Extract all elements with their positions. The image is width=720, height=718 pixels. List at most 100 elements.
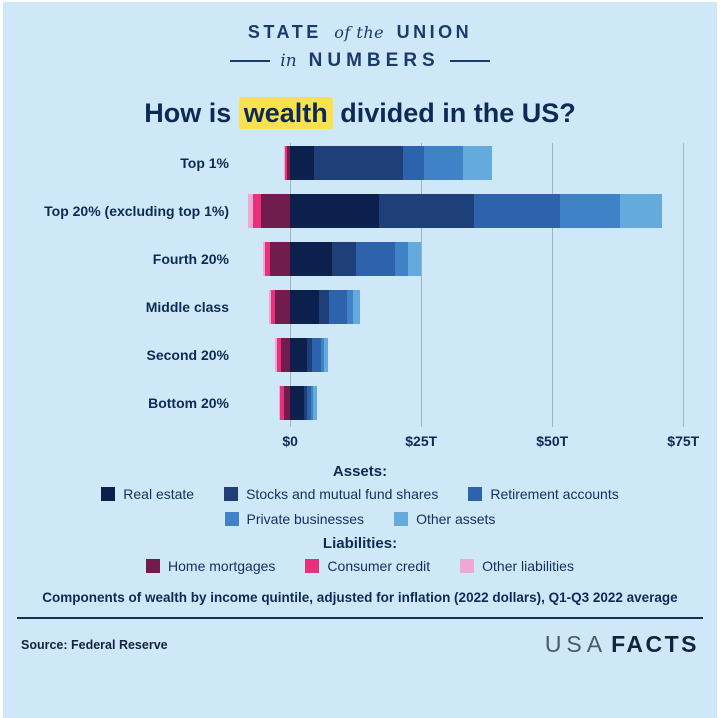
legend-swatch [305, 559, 320, 573]
legend-label: Home mortgages [168, 558, 276, 574]
wealth-chart: Top 1% Top 20% (excluding top 1%) Fourth 2… [21, 139, 699, 453]
bar-label: Top 20% (excluding top 1%) [44, 203, 229, 219]
bar-segment [290, 146, 314, 180]
legend-swatch [146, 559, 161, 573]
legend-swatch [224, 512, 239, 526]
bar-segment [353, 290, 360, 324]
bar-segment [320, 338, 324, 372]
bar-segment [306, 386, 311, 420]
bar-segment [290, 194, 380, 228]
bar-label: Fourth 20% [152, 251, 229, 267]
legend-swatch [394, 512, 409, 526]
masthead-line1: STATE of the UNION [3, 22, 717, 43]
usafacts-logo: USA FACTS [545, 631, 699, 658]
legend-liabilities-items: Home mortgages Consumer credit Other liabi… [40, 558, 680, 574]
axis-tick-label: $50T [536, 433, 569, 449]
bar-segment [423, 146, 464, 180]
title-highlight: wealth [238, 97, 333, 129]
bar-segment [303, 386, 307, 420]
page-title: How is wealth divided in the US? [3, 97, 717, 129]
masthead-union: UNION [396, 22, 473, 42]
bar-plot [243, 235, 699, 283]
bar-row: Middle class [21, 283, 699, 331]
gridline [683, 143, 685, 427]
legend-item: Consumer credit [305, 558, 430, 574]
bar-segment [323, 338, 328, 372]
gridline [290, 143, 292, 427]
legend-liabilities-header: Liabilities: [322, 535, 398, 552]
bar-segment [290, 386, 304, 420]
legend-item: Stocks and mutual fund shares [224, 486, 438, 502]
bar-segment [355, 242, 395, 276]
bar-row: Second 20% [21, 331, 699, 379]
masthead-state: STATE [247, 22, 322, 42]
bar-segment [408, 242, 422, 276]
bar-segment [319, 290, 330, 324]
bar-segment [402, 146, 424, 180]
legend-label: Private businesses [246, 511, 365, 527]
bar-segment [312, 338, 321, 372]
bar-segment [310, 386, 314, 420]
rule-right [449, 60, 490, 62]
bar-segment [270, 290, 276, 324]
bar-plot [243, 139, 699, 187]
legend-label: Retirement accounts [490, 486, 619, 502]
bar-segment [279, 386, 284, 420]
bar-segment [253, 194, 262, 228]
bar-segment [329, 290, 347, 324]
legend-swatch [224, 487, 239, 501]
masthead-line2: in NUMBERS [3, 50, 717, 72]
gridline [421, 143, 423, 427]
bar-label: Bottom 20% [148, 395, 229, 411]
bar-segment [394, 242, 409, 276]
legend-label: Consumer credit [327, 558, 431, 574]
bar-segment [276, 338, 281, 372]
bar-segment [346, 290, 354, 324]
legend-item: Other assets [394, 511, 495, 527]
legend-swatch [460, 559, 475, 573]
bar-segment [275, 290, 291, 324]
bar-row: Fourth 20% [21, 235, 699, 283]
legend-item: Private businesses [224, 511, 365, 527]
masthead-ofthe: of the [334, 23, 385, 42]
bar-plot [243, 187, 699, 235]
legend-assets-header: Assets: [332, 463, 388, 480]
legend-swatch [468, 487, 483, 501]
legend-swatch [101, 487, 116, 501]
masthead: STATE of the UNION in NUMBERS [3, 2, 717, 72]
bar-segment [270, 242, 291, 276]
bar-segment [275, 338, 277, 372]
bar-segment [463, 146, 492, 180]
legend-item: Real estate [101, 486, 194, 502]
logo-usa: USA [544, 631, 608, 657]
footnote: Components of wealth by income quintile,… [42, 590, 678, 605]
rule-left [230, 60, 271, 62]
bar-segment [248, 194, 254, 228]
legend: Assets: Real estate Stocks and mutual fun… [3, 463, 717, 574]
bar-segment [560, 194, 621, 228]
bar-segment [332, 242, 356, 276]
bar-segment [269, 290, 271, 324]
title-pre: How is [144, 98, 239, 128]
bar-label: Middle class [145, 299, 229, 315]
axis-tick-label: $0 [282, 433, 298, 449]
bar-plot [243, 331, 699, 379]
source-row: Source: Federal Reserve USA FACTS [17, 617, 703, 658]
grid-layer [243, 143, 699, 427]
bar-segment [283, 386, 291, 420]
bar-label: Top 1% [180, 155, 229, 171]
bar-rows: Top 1% Top 20% (excluding top 1%) Fourth 2… [21, 139, 699, 427]
bar-segment [290, 290, 319, 324]
axis-tick-label: $75T [667, 433, 700, 449]
bar-row: Top 1% [21, 139, 699, 187]
bar-segment [313, 146, 403, 180]
legend-item: Other liabilities [460, 558, 574, 574]
bar-segment [265, 242, 271, 276]
source: Source: Federal Reserve [21, 637, 168, 652]
bar-row: Bottom 20% [21, 379, 699, 427]
bar-segment [280, 338, 291, 372]
bar-segment [379, 194, 474, 228]
legend-item: Home mortgages [146, 558, 275, 574]
bar-segment [290, 338, 307, 372]
bar-segment [287, 146, 291, 180]
